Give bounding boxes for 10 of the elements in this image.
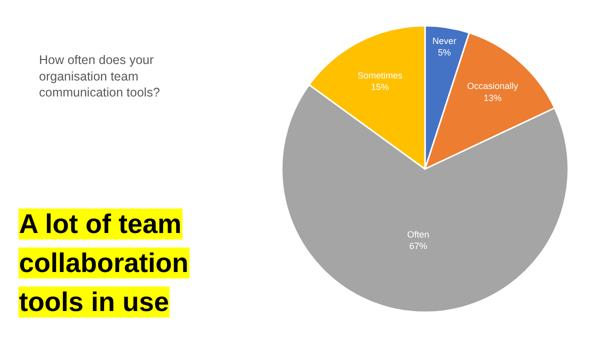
data-label: 15% (371, 82, 390, 92)
data-label: 13% (484, 92, 502, 103)
data-label: 67% (409, 241, 428, 252)
slice-label: Never (432, 36, 456, 46)
slice-label: Occasionally (467, 81, 519, 92)
data-label: 5% (438, 47, 451, 58)
slice-label: Sometimes (358, 70, 404, 80)
text: A lot of team collaboration tools in use (19, 209, 189, 317)
text: How often does your organisation team communication tools? (39, 53, 160, 100)
slice-label: Often (407, 229, 430, 240)
